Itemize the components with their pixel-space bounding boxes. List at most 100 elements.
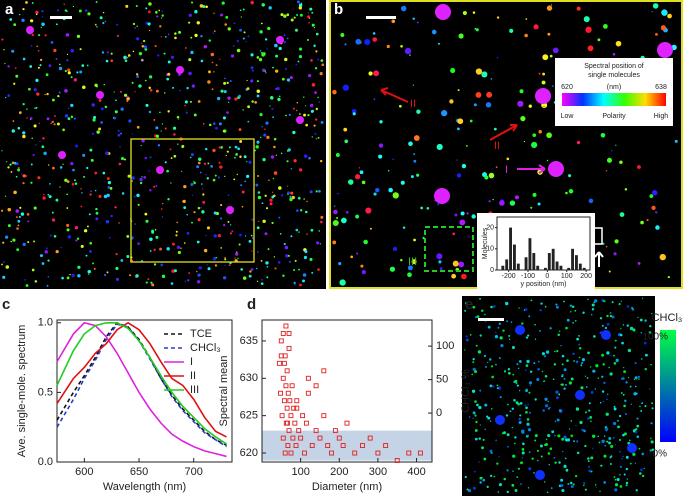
molecule	[200, 35, 203, 38]
x-tick-label: 0	[545, 273, 549, 280]
molecule	[605, 412, 609, 416]
molecule	[106, 193, 110, 198]
molecule	[298, 168, 303, 172]
molecule	[621, 341, 624, 345]
molecule	[76, 34, 81, 38]
molecule	[71, 182, 75, 186]
molecule	[66, 276, 70, 280]
molecule	[241, 205, 244, 208]
molecule	[644, 367, 647, 371]
molecule	[19, 206, 22, 209]
molecule	[27, 220, 30, 223]
molecule	[557, 434, 561, 438]
molecule	[622, 393, 625, 396]
molecule	[267, 26, 271, 31]
molecule	[614, 444, 617, 446]
arrow-label: II	[410, 98, 416, 110]
molecule	[107, 186, 111, 189]
molecule	[4, 62, 6, 65]
molecule	[70, 162, 74, 166]
molecule	[458, 261, 465, 268]
molecule	[315, 190, 318, 193]
molecule	[333, 205, 336, 207]
molecule	[572, 352, 575, 356]
molecule	[563, 387, 566, 390]
point	[313, 383, 319, 389]
molecule	[536, 377, 540, 381]
molecule	[591, 434, 596, 438]
molecule	[95, 217, 99, 221]
molecule	[625, 455, 629, 459]
molecule	[489, 420, 492, 422]
molecule	[640, 410, 643, 412]
molecule	[437, 203, 440, 206]
molecule	[626, 305, 630, 308]
molecule	[245, 40, 247, 43]
molecule	[314, 132, 317, 135]
molecule	[583, 482, 586, 485]
molecule	[139, 181, 143, 185]
molecule	[604, 326, 607, 330]
molecule	[196, 240, 200, 244]
molecule	[509, 200, 516, 206]
molecule	[201, 210, 205, 214]
molecule	[294, 259, 297, 262]
molecule	[87, 12, 91, 16]
molecule	[81, 192, 83, 194]
molecule	[355, 214, 360, 219]
molecule	[452, 260, 459, 267]
molecule	[590, 456, 594, 460]
molecule	[266, 266, 269, 268]
molecule	[624, 399, 627, 403]
molecule	[590, 420, 592, 423]
legend-label: TCE	[190, 328, 212, 340]
molecule	[530, 206, 533, 209]
molecule	[290, 191, 294, 195]
molecule	[606, 440, 609, 443]
molecule	[257, 174, 260, 178]
molecule	[190, 153, 194, 157]
molecule	[219, 217, 223, 220]
molecule	[649, 324, 652, 328]
molecule	[474, 429, 478, 432]
particle	[276, 36, 284, 44]
molecule	[98, 127, 102, 131]
molecule	[250, 0, 254, 5]
molecule	[557, 333, 560, 337]
molecule	[583, 429, 586, 433]
point	[298, 435, 304, 441]
molecule	[311, 23, 315, 27]
molecule	[538, 130, 542, 134]
molecule	[127, 174, 131, 178]
x-tick-label: 100	[291, 466, 309, 478]
molecule	[264, 38, 268, 41]
molecule	[496, 387, 499, 390]
molecule	[642, 474, 645, 478]
x-tick-label: 650	[130, 466, 148, 478]
molecule	[528, 467, 532, 471]
molecule	[372, 37, 378, 42]
molecule	[619, 160, 623, 164]
molecule	[565, 191, 568, 195]
molecule	[22, 102, 25, 106]
molecule	[212, 178, 216, 182]
molecule	[44, 250, 48, 254]
molecule	[335, 153, 340, 158]
molecule	[153, 248, 156, 251]
molecule	[597, 38, 601, 42]
molecule	[237, 147, 240, 151]
molecule	[294, 283, 296, 286]
molecule	[22, 242, 26, 247]
molecule	[289, 260, 291, 263]
molecule	[475, 420, 478, 424]
molecule	[160, 17, 163, 19]
molecule	[503, 370, 507, 373]
molecule	[136, 125, 140, 129]
molecule	[289, 195, 292, 198]
molecule	[70, 115, 74, 119]
arrow	[489, 124, 518, 141]
molecule	[641, 402, 644, 405]
molecule	[379, 120, 383, 124]
molecule	[240, 184, 243, 187]
molecule	[205, 234, 207, 237]
